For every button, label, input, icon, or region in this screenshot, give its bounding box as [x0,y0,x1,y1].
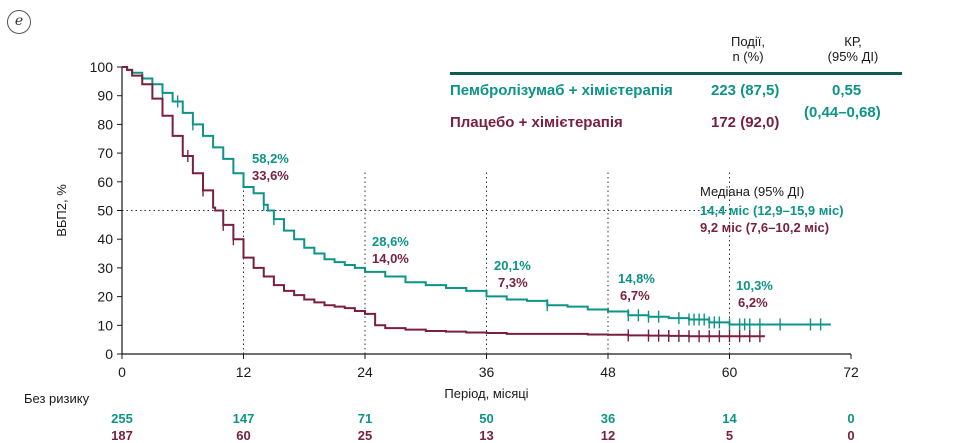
risk-count-maroon: 187 [111,428,133,443]
risk-count-maroon: 25 [357,428,373,443]
annotation-48-teal: 14,8% [618,271,655,286]
legend-name-maroon: Плацебо + хімієтерапія [450,114,623,131]
legend-header-rule [450,72,902,75]
risk-count-teal: 71 [357,411,373,426]
y-tick-label: 30 [97,260,113,276]
y-tick-label: 70 [97,145,113,161]
legend-header-hr: КР, (95% ДІ) [827,34,879,64]
x-tick-label: 12 [236,364,252,380]
y-tick-label: 80 [97,116,113,132]
x-tick-label: 60 [722,364,738,380]
annotation-36-teal: 20,1% [494,258,531,273]
median-title: Медіана (95% ДІ) [700,184,805,199]
legend-name-teal: Пембролізумаб + хімієтерапія [450,82,673,99]
annotation-60-maroon: 6,2% [738,295,768,310]
annotation-60-teal: 10,3% [736,278,773,293]
y-tick-label: 50 [97,203,113,219]
legend-hr-value: 0,55 [832,82,862,99]
risk-count-teal: 14 [722,411,737,426]
legend-events-maroon: 172 (92,0) [711,114,780,131]
risk-count-teal: 36 [600,411,616,426]
legend-events-teal: 223 (87,5) [711,82,780,99]
annotation-12-teal: 58,2% [252,151,289,166]
x-axis-label: Період, місяці [444,386,528,401]
legend-header-events: Події, n (%) [731,34,765,64]
legend-hr-ci: (0,44–0,68) [804,104,881,121]
risk-count-maroon: 12 [600,428,616,443]
annotation-36-maroon: 7,3% [498,275,528,290]
y-tick-label: 90 [97,88,113,104]
y-tick-label: 10 [97,317,113,333]
panel-label: e [7,10,31,34]
annotation-24-maroon: 14,0% [372,251,409,266]
risk-count-maroon: 5 [725,428,734,443]
y-tick-label: 40 [97,231,113,247]
y-axis-label: ВБП2, % [54,184,69,237]
km-curve-maroon [122,66,765,338]
risk-count-teal: 255 [111,411,133,426]
risk-table-title: Без ризику [24,391,90,406]
annotation-24-teal: 28,6% [372,234,409,249]
annotation-12-maroon: 33,6% [252,168,289,183]
risk-count-teal: 0 [847,411,855,426]
risk-count-maroon: 0 [847,428,855,443]
x-tick-label: 72 [843,364,859,380]
risk-count-maroon: 13 [479,428,494,443]
x-tick-label: 0 [118,364,126,380]
median-maroon: 9,2 міс (7,6–10,2 міс) [700,220,830,235]
risk-count-teal: 50 [479,411,494,426]
annotation-48-maroon: 6,7% [620,288,650,303]
y-tick-label: 100 [90,59,114,75]
x-tick-label: 36 [479,364,495,380]
risk-count-maroon: 60 [236,428,251,443]
risk-count-teal: 147 [232,411,255,426]
median-teal: 14,4 міс (12,9–15,9 міс) [700,203,844,218]
x-tick-label: 24 [357,364,373,380]
y-tick-label: 20 [97,289,113,305]
x-tick-label: 48 [600,364,616,380]
y-tick-label: 60 [97,174,113,190]
y-tick-label: 0 [105,346,113,362]
